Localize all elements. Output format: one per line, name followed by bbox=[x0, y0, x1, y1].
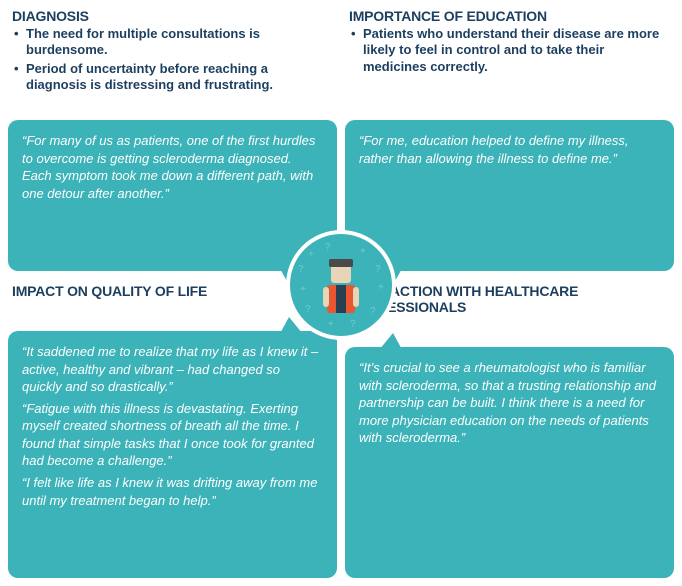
heading-diagnosis: DIAGNOSIS bbox=[8, 8, 337, 24]
bullets-education: Patients who understand their disease ar… bbox=[345, 26, 674, 114]
bullet-item: Patients who understand their disease ar… bbox=[363, 26, 668, 75]
quote-text: “For me, education helped to define my i… bbox=[359, 132, 660, 167]
quote-text: “It saddened me to realize that my life … bbox=[22, 343, 323, 396]
bullet-item: The need for multiple consultations is b… bbox=[26, 26, 331, 59]
center-person-icon: ? + + ? ? + + ? ? + ? bbox=[286, 230, 396, 340]
quote-text: “It’s crucial to see a rheumatologist wh… bbox=[359, 359, 660, 447]
quote-text: “For many of us as patients, one of the … bbox=[22, 132, 323, 202]
question-pattern-icon: ? + + ? ? + + ? ? + ? bbox=[290, 234, 392, 336]
quote-box-quality: “It saddened me to realize that my life … bbox=[8, 331, 337, 578]
circle-background: ? + + ? ? + + ? ? + ? bbox=[286, 230, 396, 340]
quote-text: “I felt like life as I knew it was drift… bbox=[22, 474, 323, 509]
bullets-diagnosis: The need for multiple consultations is b… bbox=[8, 26, 337, 114]
heading-education: IMPORTANCE OF EDUCATION bbox=[345, 8, 674, 24]
quote-text: “Fatigue with this illness is devastatin… bbox=[22, 400, 323, 470]
quote-box-interaction: “It’s crucial to see a rheumatologist wh… bbox=[345, 347, 674, 578]
bullet-item: Period of uncertainty before reaching a … bbox=[26, 61, 331, 94]
